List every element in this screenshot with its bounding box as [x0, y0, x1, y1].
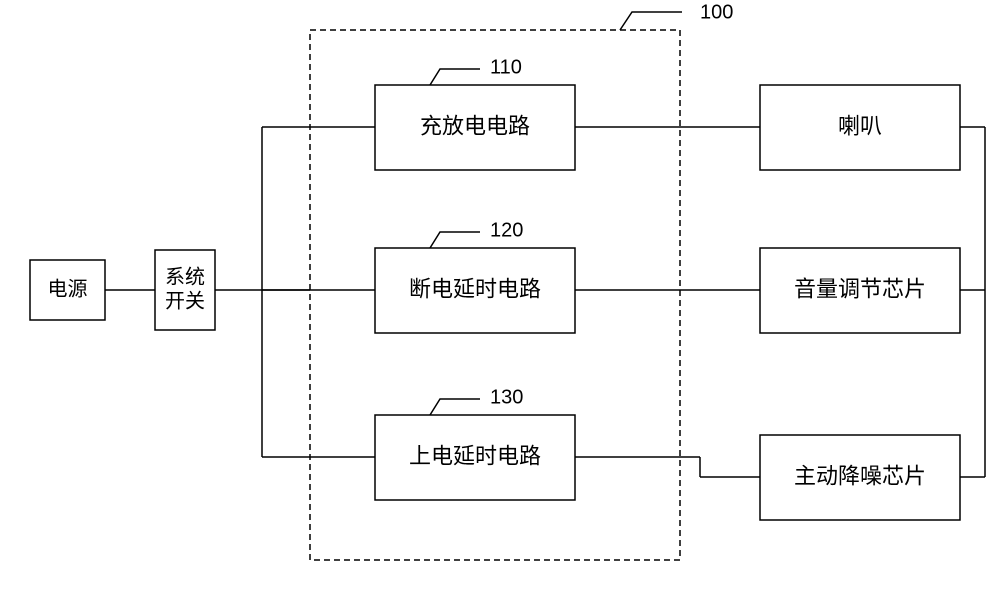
callout-off_delay — [430, 232, 480, 248]
right-box-label-speaker: 喇叭 — [838, 114, 882, 139]
callout-charge — [430, 69, 480, 85]
callout-main-group — [620, 12, 682, 30]
inner-box-label-on_delay: 上电延时电路 — [409, 444, 541, 469]
ref-label-120: 120 — [490, 219, 523, 241]
right-box-label-volume: 音量调节芯片 — [794, 277, 926, 302]
inner-box-label-off_delay: 断电延时电路 — [409, 277, 541, 302]
left-box-label1-switch: 系统 — [165, 266, 205, 289]
inner-box-label-charge: 充放电电路 — [420, 114, 530, 139]
ref-label-100: 100 — [700, 1, 733, 23]
callout-on_delay — [430, 399, 480, 415]
ref-label-130: 130 — [490, 386, 523, 408]
right-box-label-anc: 主动降噪芯片 — [794, 464, 926, 489]
left-box-label-power: 电源 — [48, 278, 88, 301]
left-box-label2-switch: 开关 — [165, 290, 205, 313]
ref-label-110: 110 — [490, 56, 522, 78]
